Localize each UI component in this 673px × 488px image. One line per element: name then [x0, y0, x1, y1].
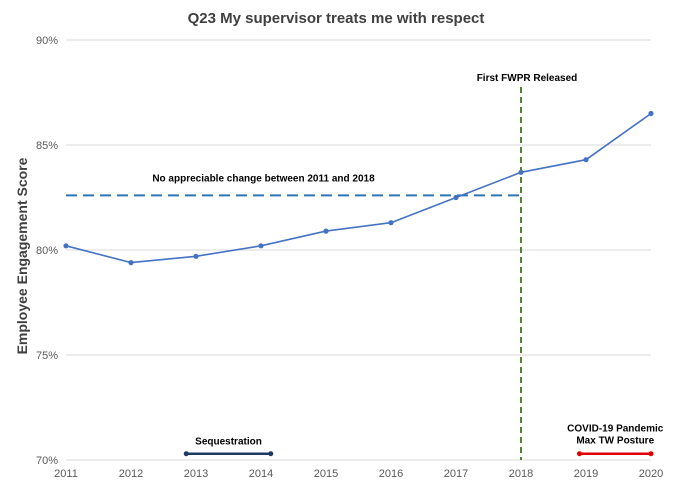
x-tick-label: 2017	[444, 468, 468, 480]
y-tick-label: 80%	[36, 245, 58, 257]
x-tick-label: 2018	[509, 468, 533, 480]
data-point	[453, 194, 459, 201]
data-point	[648, 110, 654, 117]
x-tick-label: 2014	[249, 468, 273, 480]
covid-annotation-line1: COVID-19 Pandemic	[567, 424, 664, 435]
x-tick-labels: 2011 2012 2013 2014 2015 2016 2017 2018 2019 2020	[54, 468, 663, 480]
data-point	[193, 253, 199, 259]
data-point	[323, 228, 329, 234]
data-point	[583, 157, 589, 163]
series-line	[65, 112, 652, 264]
covid-end-marker	[648, 451, 654, 457]
y-tick-label: 90%	[36, 35, 58, 47]
sequestration-annotation: Sequestration	[195, 437, 262, 448]
y-tick-labels: 70% 75% 80% 85% 90%	[36, 35, 58, 467]
sequestration-end-marker	[268, 451, 274, 457]
baseline-annotation: No appreciable change between 2011 and 2…	[152, 173, 375, 184]
y-tick-label: 75%	[36, 350, 58, 362]
data-point	[63, 243, 69, 249]
x-tick-label: 2020	[639, 468, 663, 480]
covid-annotation-line2: Max TW Posture	[576, 436, 654, 447]
annotations: No appreciable change between 2011 and 2…	[66, 73, 664, 460]
sequestration-start-marker	[183, 451, 189, 457]
data-point	[388, 220, 394, 226]
data-point	[128, 260, 134, 266]
fwpr-annotation: First FWPR Released	[477, 73, 578, 84]
series-group	[63, 110, 654, 266]
x-tick-label: 2016	[379, 468, 403, 480]
data-point	[518, 169, 524, 175]
x-tick-label: 2012	[119, 468, 143, 480]
x-tick-label: 2011	[54, 468, 78, 480]
x-tick-label: 2019	[574, 468, 598, 480]
y-axis-label: Employee Engagement Score	[14, 157, 30, 354]
x-tick-label: 2013	[184, 468, 208, 480]
data-point	[258, 243, 264, 249]
x-tick-label: 2015	[314, 468, 338, 480]
y-tick-label: 85%	[36, 140, 58, 152]
chart-title: Q23 My supervisor treats me with respect	[188, 10, 485, 27]
gridlines	[66, 39, 651, 461]
y-tick-label: 70%	[36, 455, 58, 467]
covid-start-marker	[577, 451, 582, 457]
